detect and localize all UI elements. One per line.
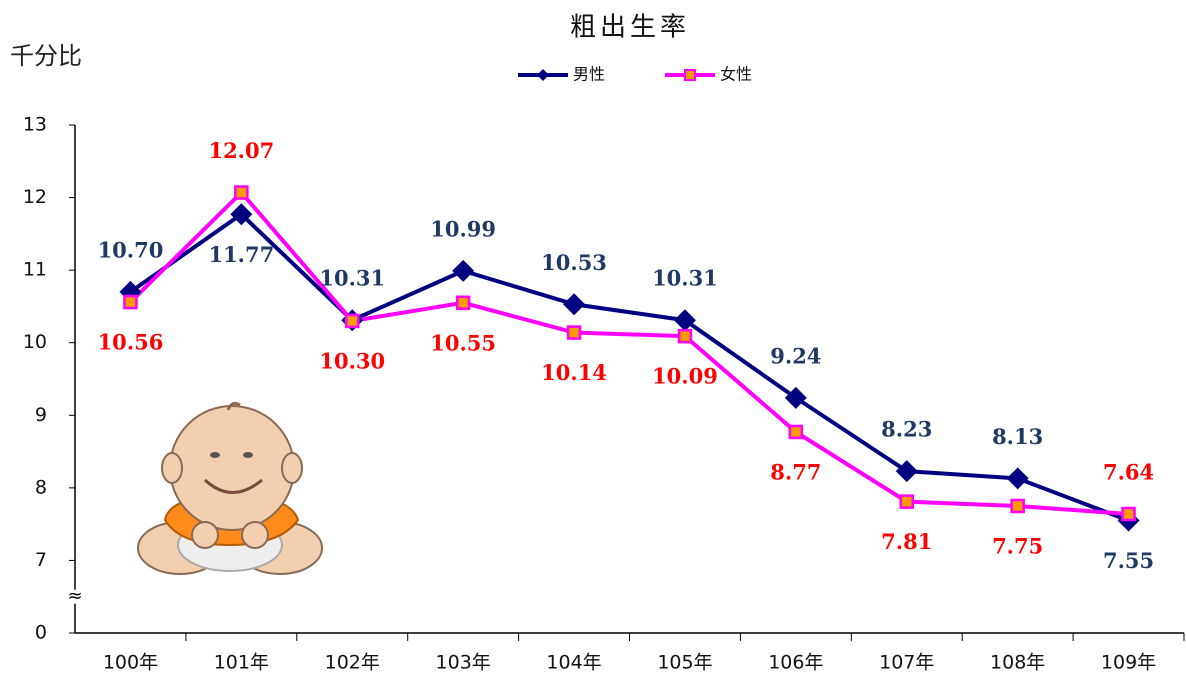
x-tick-label: 109年 <box>1101 652 1156 674</box>
marker <box>1010 498 1025 514</box>
value-label: 10.30 <box>319 348 385 373</box>
value-label: 10.09 <box>652 364 718 389</box>
marker <box>673 309 696 332</box>
marker <box>899 494 914 509</box>
marker <box>1121 506 1136 522</box>
value-label: 9.24 <box>770 343 821 368</box>
y-tick-label: 0 <box>35 622 47 644</box>
baby-illustration <box>137 401 323 575</box>
marker <box>784 386 807 409</box>
value-label: 7.64 <box>1103 459 1154 484</box>
marker <box>234 185 249 200</box>
value-label: 10.53 <box>541 250 607 275</box>
legend-label: 女性 <box>720 65 752 84</box>
x-tick-label: 106年 <box>768 652 823 674</box>
value-label: 8.23 <box>881 417 932 442</box>
y-tick-label: 12 <box>23 186 47 208</box>
x-tick-label: 103年 <box>436 652 491 674</box>
y-tick-label: 7 <box>35 549 47 571</box>
value-label: 10.31 <box>652 266 718 291</box>
legend-marker <box>684 69 696 81</box>
marker <box>1006 467 1029 490</box>
y-tick-label: 9 <box>35 404 47 426</box>
value-label: 10.56 <box>98 330 164 355</box>
value-label: 8.13 <box>992 424 1043 449</box>
marker <box>345 313 360 329</box>
y-tick-label: 8 <box>35 476 47 498</box>
marker <box>123 294 138 310</box>
legend-marker <box>537 69 549 81</box>
x-tick-label: 100年 <box>103 652 158 674</box>
axis-break: ≈ <box>67 586 82 607</box>
value-label: 10.70 <box>98 237 164 262</box>
marker <box>677 328 693 344</box>
value-label: 7.81 <box>881 529 932 554</box>
marker <box>788 424 804 440</box>
axis-break-gap <box>72 589 78 604</box>
line <box>129 189 1129 516</box>
value-label: 7.75 <box>992 534 1043 559</box>
marker <box>452 259 475 282</box>
y-tick-label: 11 <box>23 259 47 281</box>
x-tick-label: 104年 <box>546 652 601 674</box>
marker <box>563 293 586 316</box>
value-label: 10.14 <box>541 360 607 385</box>
y-axis-label: 千分比 <box>10 42 82 70</box>
x-tick-label: 108年 <box>990 652 1045 674</box>
value-label: 10.99 <box>430 216 496 241</box>
x-tick-label: 102年 <box>325 652 380 674</box>
marker <box>230 203 253 226</box>
marker <box>455 295 471 311</box>
marker <box>895 460 918 483</box>
value-label: 7.55 <box>1103 548 1154 573</box>
x-tick-label: 101年 <box>214 652 269 674</box>
y-tick-label: 13 <box>23 114 47 136</box>
value-label: 10.31 <box>319 266 385 291</box>
value-label: 8.77 <box>770 459 821 484</box>
chart-title: 粗出生率 <box>570 13 690 43</box>
x-tick-label: 105年 <box>657 652 712 674</box>
value-label: 10.55 <box>430 330 496 355</box>
value-label: 11.77 <box>208 242 274 267</box>
legend-label: 男性 <box>573 65 605 84</box>
y-tick-label: 10 <box>23 331 47 353</box>
value-label: 12.07 <box>208 138 274 163</box>
x-tick-label: 107年 <box>879 652 934 674</box>
line <box>129 211 1130 523</box>
marker <box>566 325 582 340</box>
